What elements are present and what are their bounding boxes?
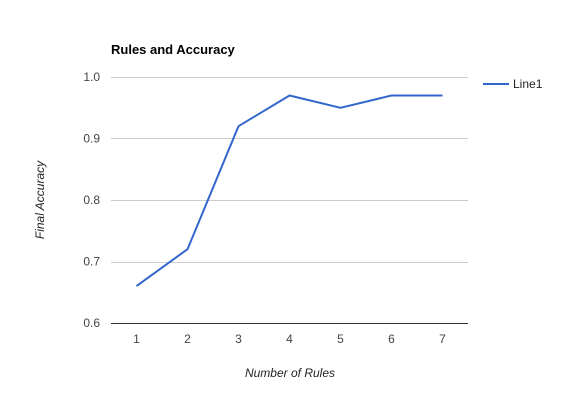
y-axis-label: Final Accuracy [33,160,47,239]
series-line-0 [135,94,443,287]
x-tick-label: 1 [133,332,140,346]
y-tick-label: 0.8 [83,193,100,207]
legend: Line1 [483,77,543,91]
x-tick-label: 2 [184,332,191,346]
data-point [288,93,292,97]
x-tick-label: 3 [235,332,242,346]
y-tick-label: 1.0 [83,70,100,84]
data-point [339,106,343,110]
data-point [390,93,394,97]
x-tick-label: 4 [286,332,293,346]
data-point [186,247,190,251]
grid-layer [111,77,468,324]
data-point [135,284,139,288]
y-tick-label: 0.6 [83,316,100,330]
x-tick-label: 7 [439,332,446,346]
data-point [441,93,445,97]
x-axis-label: Number of Rules [245,366,335,380]
y-tick-label: 0.9 [83,132,100,146]
y-tick-labels: 0.6 0.7 0.8 0.9 1.0 [83,70,100,330]
x-tick-label: 5 [337,332,344,346]
y-tick-label: 0.7 [83,255,100,269]
data-point [237,124,241,128]
legend-label-line1: Line1 [513,77,543,91]
x-tick-label: 6 [388,332,395,346]
series-layer [135,93,445,288]
chart-title: Rules and Accuracy [111,42,236,57]
x-tick-labels: 1 2 3 4 5 6 7 [133,332,446,346]
